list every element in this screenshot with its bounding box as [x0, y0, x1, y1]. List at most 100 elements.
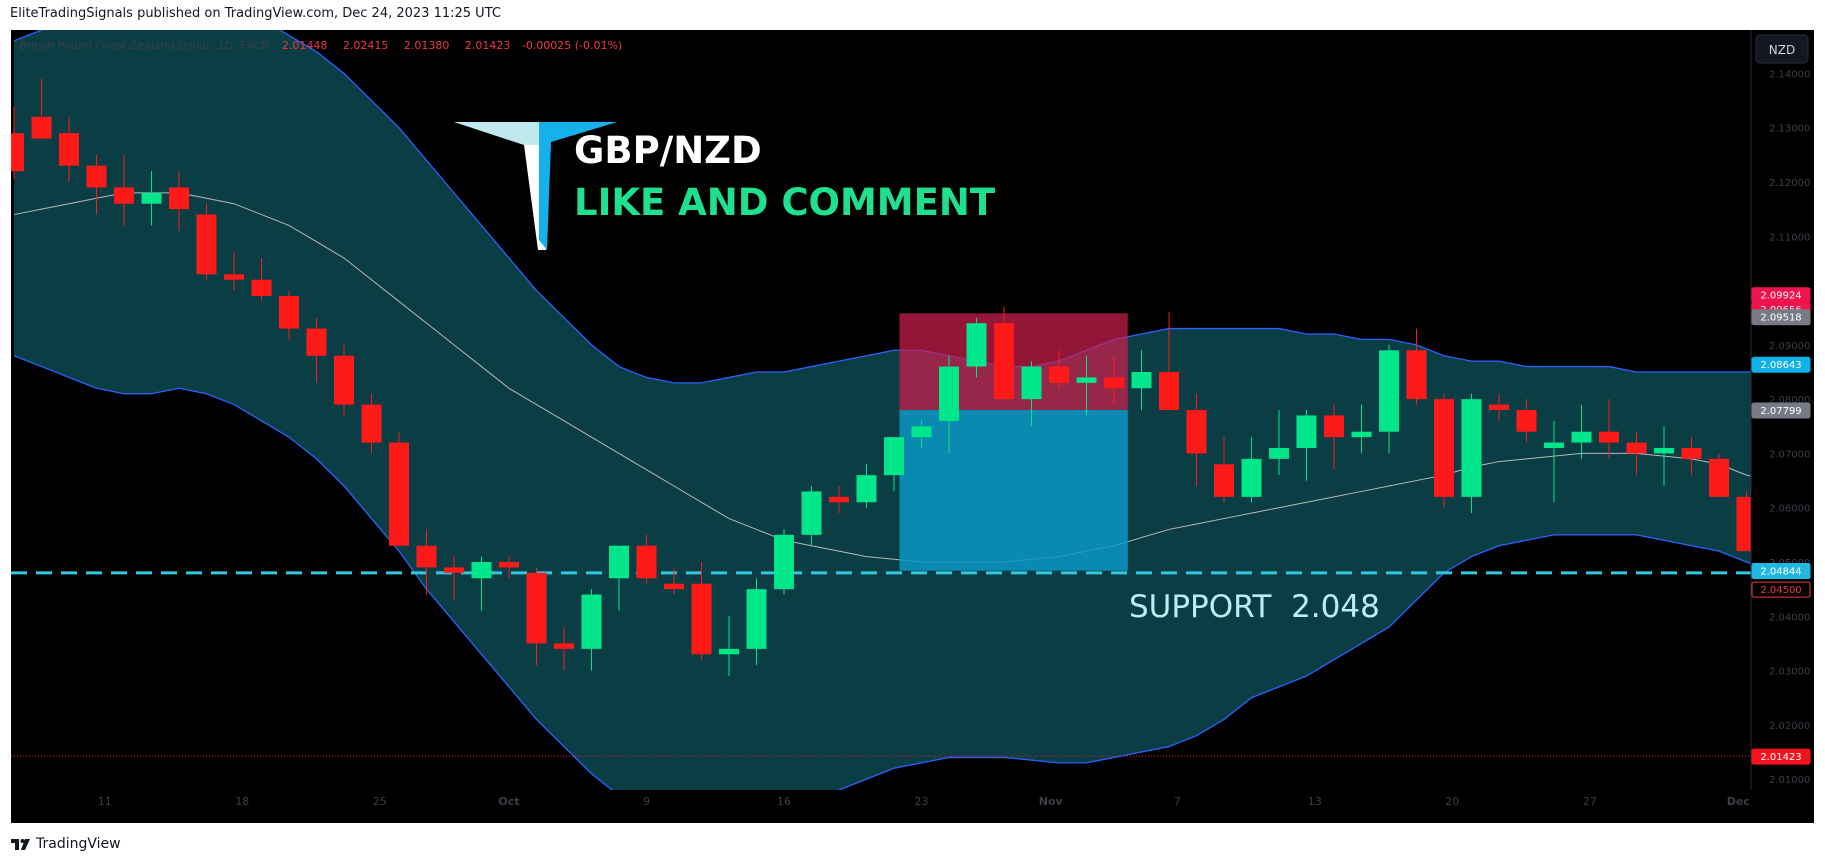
candle: [1076, 355, 1097, 416]
time-tick-label: Oct: [498, 795, 519, 808]
price-tag-box: [1751, 562, 1811, 579]
price-tag-label: 2.07799: [1760, 406, 1801, 417]
candle-body: [114, 187, 134, 204]
candle-body: [1214, 464, 1234, 497]
legend-close: 2.01423: [465, 39, 511, 52]
candle: [1709, 453, 1729, 497]
time-tick-label: 16: [777, 795, 791, 808]
price-axis-layer: 2.140002.130002.120002.110002.100002.090…: [1750, 30, 1814, 823]
chart-frame[interactable]: 2.140002.130002.120002.110002.100002.090…: [11, 30, 1814, 823]
candle-body: [526, 572, 547, 644]
price-tick-label: 2.14000: [1769, 69, 1810, 80]
candle: [1186, 393, 1207, 486]
candle-body: [1351, 431, 1372, 438]
ohlc-legend: British Pound / New Zealand Dollar, 1D, …: [19, 39, 622, 52]
candle: [1654, 426, 1674, 486]
candle-body: [11, 133, 24, 172]
price-tick-label: 2.13000: [1769, 124, 1810, 135]
candle: [1489, 393, 1509, 421]
candle-body: [691, 583, 712, 655]
price-chart[interactable]: 2.140002.130002.120002.110002.100002.090…: [11, 30, 1814, 823]
candle: [279, 290, 299, 340]
candle-body: [609, 545, 629, 579]
price-tag-label: 2.09924: [1760, 291, 1801, 302]
candle: [141, 171, 162, 226]
candle-body: [829, 496, 849, 503]
candle: [664, 567, 684, 595]
svg-text:British Pound / New Zealand Do: British Pound / New Zealand Dollar, 1D, …: [19, 39, 622, 52]
candle-body: [1599, 431, 1619, 443]
currency-button[interactable]: NZD: [1755, 34, 1809, 64]
bollinger-upper-line: [13, 30, 1774, 384]
price-tag-label: 2.04500: [1760, 585, 1801, 596]
candle: [499, 556, 519, 579]
price-tag-box: [1751, 309, 1811, 326]
candle-body: [196, 214, 217, 275]
candle-body: [1021, 366, 1042, 400]
candle: [774, 529, 794, 595]
price-tick-label: 2.06000: [1769, 504, 1810, 515]
candle: [856, 464, 877, 508]
candle: [1434, 393, 1454, 508]
candle: [526, 567, 547, 666]
take-profit-zone: [899, 410, 1128, 571]
candle: [691, 562, 712, 660]
candle-body: [994, 323, 1014, 400]
candle: [416, 529, 437, 595]
candle: [251, 258, 272, 302]
candle-body: [1324, 415, 1344, 438]
overlay-subtitle: LIKE AND COMMENT: [574, 181, 996, 224]
price-tick-label: 2.04000: [1769, 612, 1810, 623]
price-tag-label: 2.01423: [1760, 752, 1801, 763]
tradingview-logo-icon: [11, 839, 30, 850]
time-axis-layer: 11 18 25 Oct 9 16 23 Nov 7 13 20 27 Dec: [11, 790, 1814, 823]
candle-body: [224, 274, 244, 280]
candle-body: [334, 355, 354, 405]
price-tag: 2.09518: [1751, 309, 1811, 326]
candle-body: [966, 323, 987, 367]
candle: [1241, 437, 1262, 503]
candle: [1021, 361, 1042, 427]
publish-info: EliteTradingSignals published on Trading…: [10, 6, 501, 21]
overlay-title: GBP/NZD: [574, 129, 762, 172]
time-tick-label: 25: [373, 795, 387, 808]
candle-body: [1434, 399, 1454, 497]
candle-body: [444, 567, 464, 573]
candles-layer: [11, 78, 1784, 676]
candle-body: [1131, 372, 1152, 389]
candle: [1599, 399, 1619, 459]
candle: [1681, 437, 1702, 476]
price-tag: 2.01423: [1751, 748, 1811, 765]
candle: [1544, 420, 1564, 503]
bollinger-lower-line: [13, 355, 1775, 823]
time-tick-label: Nov: [1039, 795, 1064, 808]
candle: [169, 171, 189, 231]
candle-body: [856, 475, 877, 503]
price-tick-label: 2.03000: [1769, 667, 1810, 678]
candle: [1516, 399, 1537, 443]
price-axis-background: [1751, 30, 1814, 823]
candle-body: [1159, 372, 1179, 410]
candle-body: [746, 589, 767, 649]
footer-brand: TradingView: [36, 836, 121, 852]
time-tick-label: 23: [915, 795, 929, 808]
candle: [1104, 355, 1124, 405]
price-tick-label: 2.01000: [1769, 775, 1810, 786]
candle-body: [884, 437, 904, 476]
candle: [306, 317, 327, 383]
candle: [1296, 410, 1317, 481]
price-tick-label: 2.11000: [1769, 232, 1810, 243]
candle-body: [361, 404, 382, 443]
candle-body: [1406, 350, 1427, 400]
candle: [1269, 410, 1289, 476]
candle-body: [1489, 404, 1509, 410]
candle-body: [1379, 350, 1399, 432]
legend-symbol: British Pound / New Zealand Dollar, 1D, …: [19, 39, 270, 52]
candle-body: [416, 545, 437, 568]
legend-open: 2.01448: [282, 39, 328, 52]
candle: [389, 431, 409, 546]
candle-body: [581, 594, 602, 649]
support-annotation: SUPPORT 2.048: [1129, 589, 1380, 625]
candle: [994, 306, 1014, 400]
candle: [86, 154, 107, 215]
